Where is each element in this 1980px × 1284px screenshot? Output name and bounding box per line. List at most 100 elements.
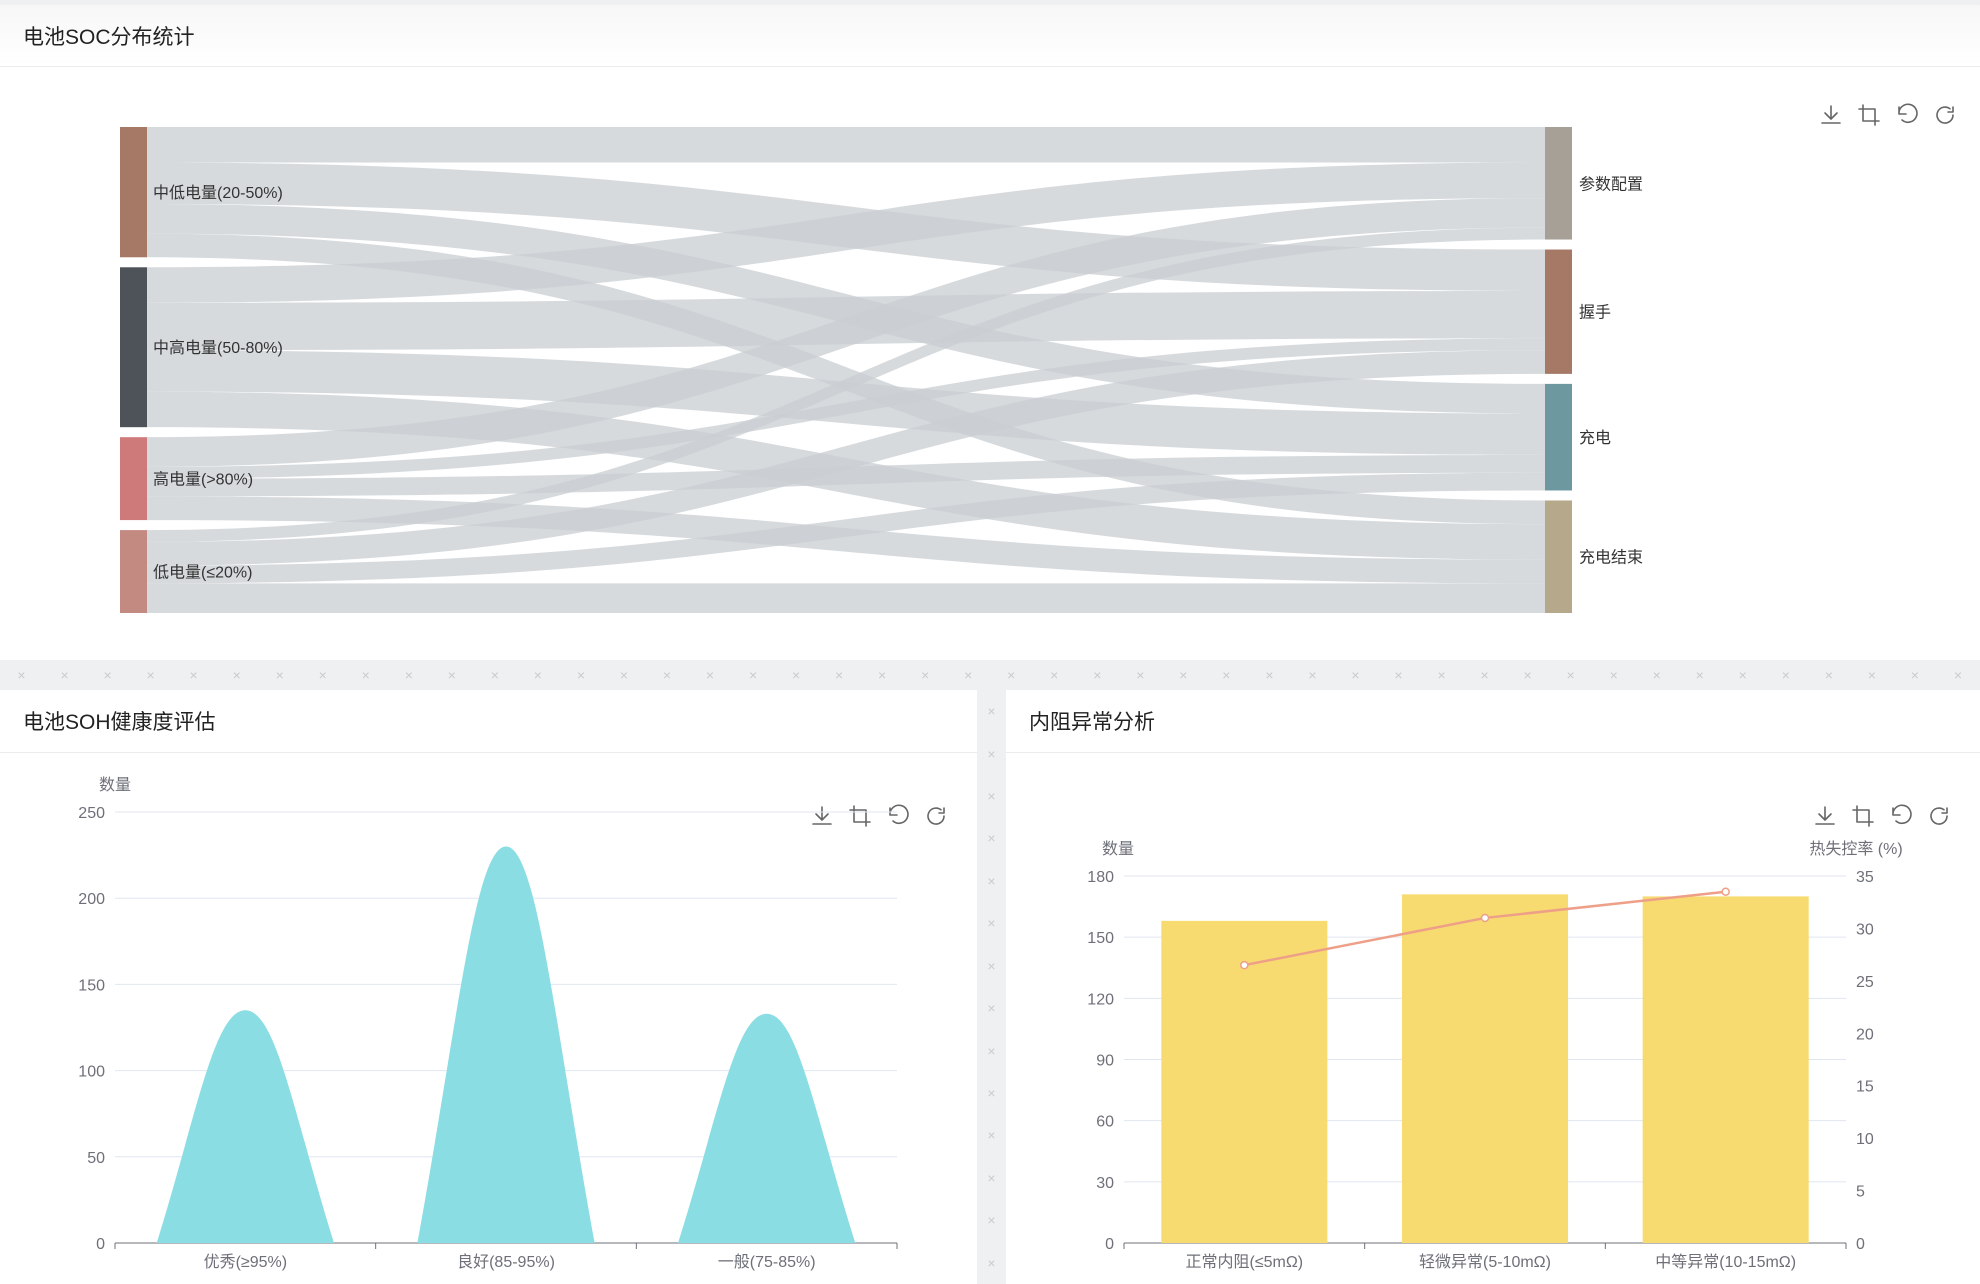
- x-tick-label: 中等异常(10-15mΩ): [1655, 1253, 1796, 1271]
- y-tick-label: 0: [96, 1236, 105, 1253]
- y-axis-title: 数量: [99, 776, 131, 794]
- sankey-source-label: 中低电量(20-50%): [153, 184, 283, 202]
- crop-icon[interactable]: [846, 802, 874, 830]
- sankey-link[interactable]: [147, 350, 1545, 455]
- splitter-mark: ×: [576, 667, 586, 683]
- sankey-target-node[interactable]: [1545, 383, 1572, 491]
- y-tick-label: 5: [1856, 1184, 1865, 1201]
- thermal-runaway-point[interactable]: [1240, 960, 1249, 970]
- sankey-source-node[interactable]: [120, 530, 147, 613]
- soh-area-peak[interactable]: [678, 1013, 856, 1243]
- refresh-icon[interactable]: [922, 802, 950, 830]
- sankey-link[interactable]: [147, 583, 1545, 613]
- sankey-target-label: 握手: [1579, 304, 1611, 322]
- splitter-mark: ×: [748, 667, 758, 683]
- splitter-mark: ×: [1308, 667, 1317, 683]
- splitter-mark: ×: [1136, 667, 1145, 683]
- sankey-target-node[interactable]: [1545, 500, 1572, 613]
- resistance-bar[interactable]: [1401, 894, 1569, 1243]
- horizontal-splitter[interactable]: × × × × × × × × × × × × × × × × × × × × × × × × × × × × × × × × × × × × × × × ×…: [0, 660, 1980, 690]
- sankey-link[interactable]: [147, 227, 1545, 542]
- thermal-runaway-point[interactable]: [1480, 913, 1490, 923]
- undo-icon[interactable]: [1887, 802, 1915, 830]
- crop-icon[interactable]: [1849, 802, 1877, 830]
- y-tick-label: 35: [1856, 869, 1874, 886]
- sankey-target-label: 参数配置: [1579, 175, 1643, 193]
- splitter-mark: ×: [705, 667, 715, 683]
- undo-icon[interactable]: [1893, 101, 1921, 129]
- splitter-mark: ×: [987, 1127, 996, 1144]
- sankey-source-node[interactable]: [120, 267, 147, 428]
- y-tick-label: 250: [78, 805, 105, 822]
- download-icon[interactable]: [808, 802, 836, 830]
- splitter-mark: ×: [1050, 667, 1059, 683]
- splitter-mark: ×: [1738, 667, 1747, 683]
- sankey-link[interactable]: [147, 350, 1545, 566]
- sankey-target-node[interactable]: [1545, 249, 1572, 374]
- splitter-mark: ×: [878, 667, 887, 683]
- refresh-icon[interactable]: [1931, 101, 1959, 129]
- resistance-panel: 内阻异常分析 数量 热失控率 (%) 0 30 60 90 120 150 180 0 5 10 15 2…: [1006, 690, 1980, 1284]
- download-icon[interactable]: [1817, 101, 1845, 129]
- resistance-bar[interactable]: [1161, 920, 1328, 1243]
- splitter-mark: ×: [1437, 667, 1446, 683]
- splitter-mark: ×: [447, 667, 456, 683]
- soh-area-peak[interactable]: [156, 1010, 334, 1243]
- splitter-mark: ×: [987, 1085, 996, 1101]
- sankey-link[interactable]: [147, 496, 1545, 584]
- resistance-bar[interactable]: [1642, 896, 1809, 1243]
- splitter-mark: ×: [146, 667, 155, 683]
- splitter-mark: ×: [1953, 667, 1963, 683]
- y-tick-label: 30: [1856, 921, 1874, 938]
- splitter-mark: ×: [1394, 667, 1403, 683]
- sankey-source-node[interactable]: [120, 127, 147, 258]
- undo-icon[interactable]: [884, 802, 912, 830]
- sankey-link[interactable]: [147, 338, 1545, 479]
- soh-area-peak[interactable]: [417, 846, 595, 1243]
- y-tick-label: 120: [1087, 991, 1114, 1008]
- splitter-mark: ×: [533, 667, 542, 683]
- soh-area-chart: 数量 0 50 100 150 200 250 优秀(≥95%) 良好(85-95%) 一般(75…: [78, 776, 898, 1271]
- splitter-mark: ×: [1609, 667, 1618, 683]
- splitter-mark: ×: [987, 788, 996, 805]
- sankey-link[interactable]: [147, 472, 1545, 584]
- splitter-mark: ×: [835, 667, 844, 683]
- crop-icon[interactable]: [1855, 101, 1883, 129]
- splitter-mark: ×: [1093, 667, 1102, 683]
- vertical-splitter[interactable]: × × × × × × × × × × × × × ×: [977, 690, 1006, 1284]
- splitter-mark: ×: [232, 667, 241, 683]
- splitter-mark: ×: [987, 1169, 996, 1186]
- splitter-mark: ×: [1179, 667, 1188, 683]
- splitter-mark: ×: [987, 915, 996, 932]
- splitter-mark: ×: [1007, 667, 1016, 683]
- splitter-mark: ×: [1781, 667, 1790, 683]
- refresh-icon[interactable]: [1925, 802, 1953, 830]
- sankey-link[interactable]: [147, 162, 1545, 303]
- splitter-mark: ×: [404, 667, 413, 683]
- x-tick-label: 正常内阻(≤5mΩ): [1186, 1253, 1304, 1271]
- y-tick-label: 150: [1087, 930, 1114, 947]
- thermal-runaway-point[interactable]: [1721, 887, 1730, 896]
- splitter-mark: ×: [275, 667, 284, 683]
- soc-panel-title: 电池SOC分布统计: [0, 5, 1980, 67]
- right-y-axis-title: 热失控率 (%): [1809, 840, 1902, 858]
- splitter-mark: ×: [987, 957, 996, 974]
- sankey-link[interactable]: [147, 454, 1545, 497]
- splitter-mark: ×: [1222, 667, 1231, 683]
- splitter-mark: ×: [361, 667, 370, 683]
- splitter-mark: ×: [17, 667, 26, 683]
- splitter-mark: ×: [189, 667, 198, 683]
- y-tick-label: 90: [1096, 1053, 1114, 1070]
- sankey-link[interactable]: [147, 127, 1545, 163]
- sankey-target-node[interactable]: [1545, 127, 1572, 240]
- y-tick-label: 150: [78, 977, 105, 994]
- y-tick-label: 200: [78, 891, 105, 908]
- sankey-source-node[interactable]: [120, 437, 147, 521]
- splitter-mark: ×: [791, 667, 801, 683]
- sankey-link[interactable]: [147, 198, 1545, 467]
- sankey-source-label: 中高电量(50-80%): [153, 339, 283, 357]
- splitter-mark: ×: [1351, 667, 1360, 683]
- soh-toolbar: [808, 802, 950, 830]
- y-tick-label: 20: [1856, 1026, 1874, 1043]
- download-icon[interactable]: [1811, 802, 1839, 830]
